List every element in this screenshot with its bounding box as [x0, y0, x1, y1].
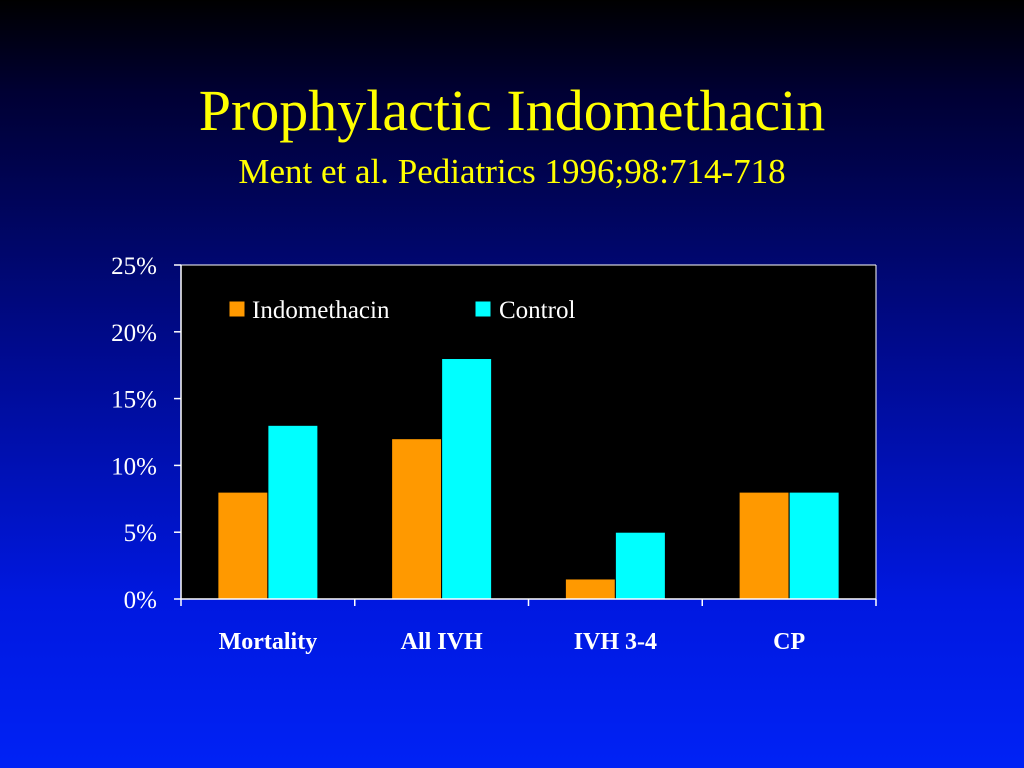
x-tick-label: All IVH: [401, 629, 483, 655]
x-tick-label: IVH 3-4: [574, 629, 657, 655]
bar-indomethacin-mortality: [217, 491, 269, 600]
y-tick-label: 25%: [111, 253, 157, 280]
bar-control-all-ivh: [441, 358, 493, 600]
legend-swatch-indomethacin: [228, 300, 246, 318]
y-tick-label: 0%: [124, 587, 157, 614]
x-tick-label: Mortality: [219, 629, 318, 655]
bar-control-ivh-3-4: [614, 531, 666, 600]
x-tick-label: CP: [773, 629, 805, 655]
bar-control-cp: [788, 491, 840, 600]
bar-indomethacin-all-ivh: [391, 438, 443, 600]
bar-indomethacin-cp: [738, 491, 790, 600]
slide-title: Prophylactic Indomethacin: [198, 78, 826, 143]
bar-indomethacin-ivh-3-4: [564, 578, 616, 600]
y-tick-label: 10%: [111, 453, 157, 480]
y-tick-label: 15%: [111, 387, 157, 414]
bar-control-mortality: [267, 424, 319, 600]
legend-label-indomethacin: Indomethacin: [252, 297, 390, 324]
legend-swatch-control: [474, 300, 492, 318]
legend-label-control: Control: [499, 297, 575, 324]
y-tick-label: 20%: [111, 320, 157, 347]
y-tick-label: 5%: [124, 520, 157, 547]
slide-subtitle: Ment et al. Pediatrics 1996;98:714-718: [238, 152, 786, 191]
